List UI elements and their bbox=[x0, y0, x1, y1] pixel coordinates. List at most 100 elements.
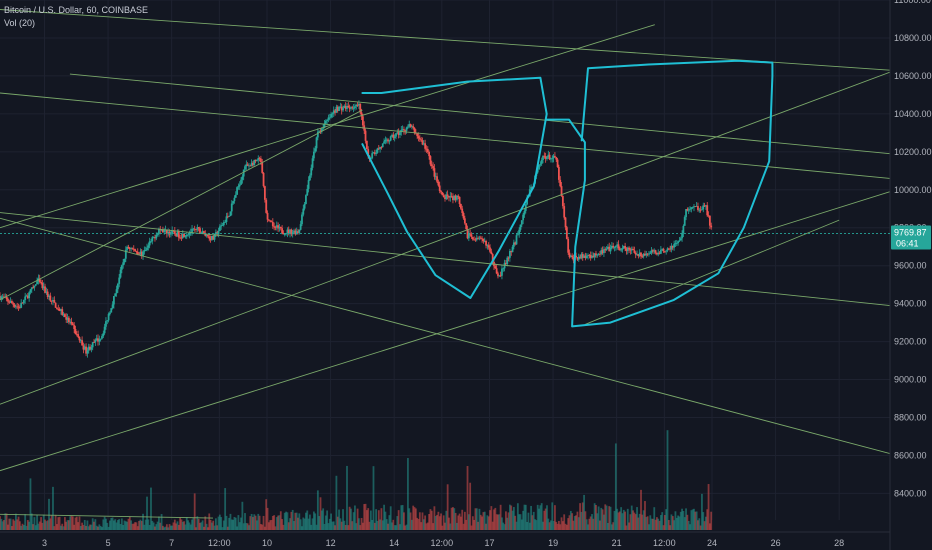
candle-body[interactable] bbox=[442, 195, 445, 198]
candle-body[interactable] bbox=[609, 247, 612, 252]
candle-body[interactable] bbox=[409, 124, 412, 127]
candle-body[interactable] bbox=[283, 234, 286, 235]
candle-body[interactable] bbox=[220, 225, 223, 227]
candle-body[interactable] bbox=[649, 252, 652, 254]
candle-body[interactable] bbox=[21, 302, 24, 304]
candle-body[interactable] bbox=[365, 140, 368, 150]
candle-body[interactable] bbox=[662, 248, 665, 252]
candle-body[interactable] bbox=[298, 229, 301, 233]
candle-body[interactable] bbox=[657, 252, 660, 255]
candle-body[interactable] bbox=[448, 195, 450, 198]
candle-body[interactable] bbox=[306, 188, 309, 196]
candle-body[interactable] bbox=[294, 230, 297, 235]
candle-body[interactable] bbox=[201, 231, 204, 234]
candle-body[interactable] bbox=[401, 129, 404, 131]
candle-body[interactable] bbox=[551, 158, 554, 160]
candle-body[interactable] bbox=[16, 306, 19, 308]
candle-body[interactable] bbox=[359, 103, 362, 113]
candle-body[interactable] bbox=[127, 246, 130, 249]
candle-body[interactable] bbox=[456, 195, 458, 200]
candle-body[interactable] bbox=[326, 119, 329, 121]
candle-body[interactable] bbox=[214, 232, 217, 234]
candle-body[interactable] bbox=[634, 252, 637, 255]
candle-body[interactable] bbox=[459, 203, 462, 209]
candle-body[interactable] bbox=[515, 235, 518, 245]
trend-line[interactable] bbox=[0, 24, 655, 229]
candle-body[interactable] bbox=[193, 228, 196, 230]
candle-body[interactable] bbox=[338, 106, 340, 111]
candle-body[interactable] bbox=[479, 237, 482, 239]
freehand-drawing[interactable] bbox=[361, 76, 548, 299]
candle-body[interactable] bbox=[550, 158, 552, 160]
candle-body[interactable] bbox=[226, 216, 229, 218]
candle-body[interactable] bbox=[74, 329, 77, 335]
candle-body[interactable] bbox=[638, 252, 641, 257]
candle-body[interactable] bbox=[540, 159, 543, 164]
candle-body[interactable] bbox=[547, 154, 550, 158]
candle-body[interactable] bbox=[474, 239, 477, 241]
candle-body[interactable] bbox=[241, 176, 244, 180]
candle-body[interactable] bbox=[328, 117, 331, 119]
candle-body[interactable] bbox=[132, 248, 135, 250]
trend-line[interactable] bbox=[0, 513, 213, 519]
candle-body[interactable] bbox=[249, 165, 252, 167]
freehand-drawings[interactable] bbox=[361, 59, 774, 328]
candle-body[interactable] bbox=[352, 108, 355, 109]
candle-body[interactable] bbox=[444, 197, 446, 200]
candle-body[interactable] bbox=[624, 246, 627, 249]
candle-body[interactable] bbox=[144, 249, 147, 251]
candle-body[interactable] bbox=[211, 235, 213, 240]
candle-body[interactable] bbox=[348, 107, 351, 109]
candle-body[interactable] bbox=[674, 243, 677, 245]
candle-body[interactable] bbox=[330, 113, 333, 118]
candle-body[interactable] bbox=[616, 244, 619, 246]
candle-body[interactable] bbox=[122, 262, 125, 266]
candle-body[interactable] bbox=[34, 284, 37, 286]
candle-body[interactable] bbox=[155, 234, 158, 239]
candle-body[interactable] bbox=[652, 250, 654, 252]
candle-body[interactable] bbox=[114, 293, 117, 297]
candle-body[interactable] bbox=[230, 203, 233, 212]
candle-body[interactable] bbox=[246, 164, 249, 166]
candle-body[interactable] bbox=[1, 296, 4, 298]
candle-body[interactable] bbox=[367, 149, 370, 156]
candle-body[interactable] bbox=[436, 176, 438, 182]
candle-body[interactable] bbox=[380, 146, 383, 148]
candle-body[interactable] bbox=[213, 233, 216, 240]
candle-body[interactable] bbox=[385, 139, 388, 141]
candle-body[interactable] bbox=[557, 167, 560, 180]
candle-body[interactable] bbox=[285, 233, 287, 235]
candle-body[interactable] bbox=[309, 175, 311, 181]
candle-body[interactable] bbox=[681, 233, 683, 239]
candle-body[interactable] bbox=[475, 237, 478, 240]
candle-body[interactable] bbox=[593, 253, 596, 258]
candle-body[interactable] bbox=[395, 133, 397, 137]
candle-body[interactable] bbox=[270, 221, 273, 223]
candle-body[interactable] bbox=[237, 186, 240, 188]
candle-body[interactable] bbox=[694, 206, 697, 208]
candle-body[interactable] bbox=[379, 146, 382, 150]
candle-body[interactable] bbox=[671, 245, 674, 248]
candle-body[interactable] bbox=[618, 248, 621, 251]
candle-body[interactable] bbox=[240, 179, 242, 185]
candle-body[interactable] bbox=[693, 206, 695, 208]
candle-body[interactable] bbox=[180, 237, 183, 239]
candle-body[interactable] bbox=[175, 233, 178, 237]
candle-body[interactable] bbox=[514, 242, 517, 245]
candle-body[interactable] bbox=[224, 222, 227, 223]
candle-body[interactable] bbox=[458, 196, 461, 204]
candle-body[interactable] bbox=[465, 223, 468, 230]
candle-body[interactable] bbox=[405, 127, 408, 131]
candle-body[interactable] bbox=[347, 105, 350, 108]
candle-body[interactable] bbox=[361, 116, 364, 126]
candle-body[interactable] bbox=[48, 295, 50, 298]
candle-body[interactable] bbox=[576, 257, 579, 260]
candle-body[interactable] bbox=[159, 229, 162, 231]
candle-body[interactable] bbox=[471, 237, 474, 240]
candle-body[interactable] bbox=[167, 231, 170, 234]
candle-body[interactable] bbox=[335, 106, 338, 113]
candle-body[interactable] bbox=[13, 304, 16, 307]
candle-body[interactable] bbox=[703, 205, 706, 207]
candle-body[interactable] bbox=[154, 237, 156, 239]
candle-body[interactable] bbox=[583, 255, 585, 258]
